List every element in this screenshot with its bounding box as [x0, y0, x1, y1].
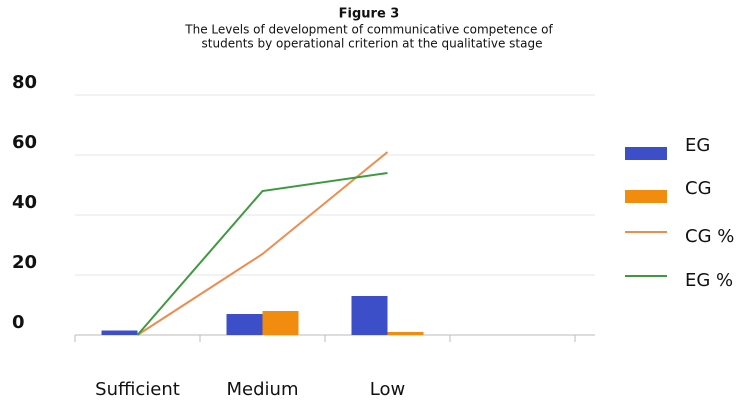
- chart-subtitle: students by operational criterion at the…: [202, 37, 543, 51]
- bar: [226, 314, 263, 335]
- line: [136, 172, 388, 336]
- legend-label: CG %: [685, 226, 734, 247]
- chart-subtitle: The Levels of development of communicati…: [184, 23, 553, 37]
- x-tick-label: Sufficient: [95, 379, 180, 400]
- y-tick-label: 40: [12, 192, 37, 213]
- bar: [351, 296, 388, 335]
- legend-swatch: [625, 190, 667, 203]
- y-tick-label: 0: [12, 312, 25, 333]
- y-tick-label: 80: [12, 72, 37, 93]
- y-tick-label: 20: [12, 252, 37, 273]
- bar: [101, 330, 138, 335]
- bar: [262, 311, 299, 335]
- line: [136, 151, 389, 336]
- legend-label: EG %: [685, 270, 733, 291]
- legend-label: EG: [685, 135, 710, 156]
- y-tick-label: 60: [12, 132, 37, 153]
- bar: [387, 332, 424, 335]
- x-tick-label: Low: [370, 379, 405, 400]
- legend-swatch: [625, 147, 667, 160]
- chart-title: Figure 3: [339, 7, 400, 22]
- legend-label: CG: [685, 178, 712, 199]
- x-tick-label: Medium: [227, 379, 299, 400]
